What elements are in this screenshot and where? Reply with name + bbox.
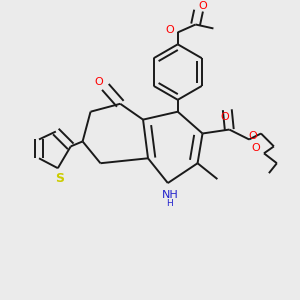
Text: O: O bbox=[198, 1, 207, 11]
Text: NH: NH bbox=[161, 190, 178, 200]
Text: H: H bbox=[167, 200, 173, 208]
Text: S: S bbox=[55, 172, 64, 184]
Text: O: O bbox=[252, 143, 260, 153]
Text: O: O bbox=[165, 26, 174, 35]
Text: O: O bbox=[249, 131, 257, 142]
Text: O: O bbox=[220, 112, 229, 122]
Text: O: O bbox=[94, 77, 103, 87]
